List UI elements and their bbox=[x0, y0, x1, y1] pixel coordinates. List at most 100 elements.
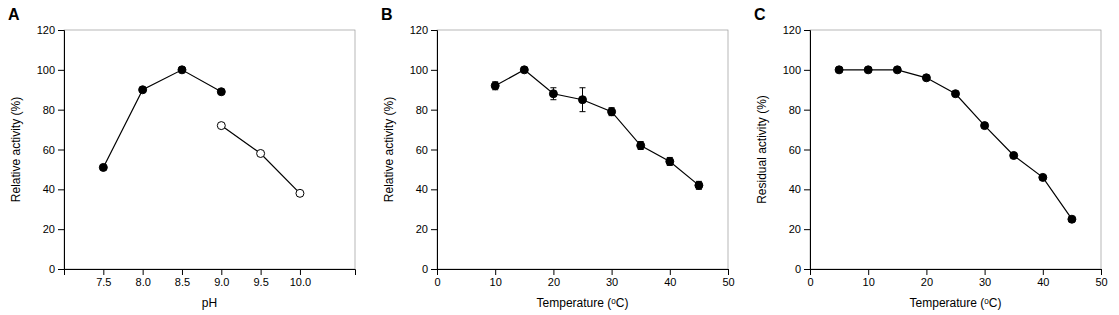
y-axis-tick: 0 bbox=[795, 263, 810, 275]
x-axis-tick-mark bbox=[868, 269, 869, 275]
point bbox=[217, 88, 225, 96]
panel: 7.58.08.59.09.510.0020406080100120pHRela… bbox=[8, 6, 356, 310]
panel-label: C bbox=[754, 6, 766, 23]
x-axis-tick: 10.0 bbox=[290, 269, 311, 288]
point bbox=[549, 90, 557, 98]
chart-root: 7.58.08.59.09.510.0020406080100120pHRela… bbox=[0, 0, 1119, 315]
x-axis: 7.58.08.59.09.510.0 bbox=[65, 269, 356, 288]
y-axis-tick: 40 bbox=[416, 183, 437, 195]
y-axis-tick-mark bbox=[431, 189, 437, 190]
point bbox=[666, 157, 674, 165]
x-axis-tick-mark bbox=[495, 269, 496, 275]
x-axis-tick: 7.5 bbox=[96, 269, 111, 288]
x-axis-title: Temperature (ᵒC) bbox=[910, 296, 1002, 310]
y-axis-tick: 0 bbox=[422, 263, 437, 275]
y-axis-tick-mark bbox=[804, 269, 810, 270]
x-axis-tick: 50 bbox=[722, 269, 734, 288]
y-axis-tick-mark bbox=[431, 150, 437, 151]
point bbox=[491, 82, 499, 90]
x-axis-tick-label: 50 bbox=[1095, 276, 1107, 288]
series-line bbox=[495, 70, 699, 186]
point bbox=[579, 96, 587, 104]
panel-label: A bbox=[8, 6, 20, 23]
x-axis-tick-label: 20 bbox=[921, 276, 933, 288]
plot-area bbox=[491, 66, 703, 190]
x-axis-tick-label: 40 bbox=[664, 276, 676, 288]
points bbox=[217, 122, 304, 198]
x-axis-tick: 8.5 bbox=[175, 269, 190, 288]
y-axis-tick: 40 bbox=[789, 183, 810, 195]
y-axis-tick-mark bbox=[58, 70, 64, 71]
y-axis-tick-label: 120 bbox=[783, 24, 801, 36]
x-axis-tick-mark bbox=[670, 269, 671, 275]
y-axis-title: Relative activity (%) bbox=[9, 97, 23, 202]
y-axis-title: Residual activity (%) bbox=[755, 95, 769, 204]
y-axis-tick-label: 40 bbox=[416, 183, 428, 195]
y-axis-tick-mark bbox=[431, 70, 437, 71]
error-cap bbox=[550, 99, 556, 100]
x-axis-tick-label: 20 bbox=[548, 276, 560, 288]
y-axis-tick: 60 bbox=[416, 144, 437, 156]
point bbox=[139, 86, 147, 94]
x-axis-tick-label: 30 bbox=[606, 276, 618, 288]
x-axis-tick: 9.5 bbox=[253, 269, 268, 288]
y-axis-tick-mark bbox=[58, 30, 64, 31]
plot-area bbox=[99, 66, 304, 197]
y-axis-tick-mark bbox=[431, 30, 437, 31]
x-axis-tick: 0 bbox=[807, 269, 813, 288]
x-axis-tick-mark bbox=[1043, 269, 1044, 275]
y-axis-tick-label: 80 bbox=[416, 104, 428, 116]
panel: 01020304050020406080100120Temperature (ᵒ… bbox=[754, 6, 1108, 310]
point bbox=[981, 122, 989, 130]
x-axis-tick: 8.0 bbox=[136, 269, 151, 288]
x-axis: 01020304050 bbox=[807, 269, 1107, 288]
x-axis-tick-label: 30 bbox=[979, 276, 991, 288]
points bbox=[491, 66, 703, 190]
x-axis-tick-mark bbox=[261, 269, 262, 275]
point bbox=[1068, 215, 1076, 223]
series-line bbox=[839, 70, 1072, 219]
y-axis-tick: 80 bbox=[416, 104, 437, 116]
plot-frame bbox=[437, 30, 728, 269]
x-axis-tick-mark bbox=[221, 269, 222, 275]
y-axis-tick: 20 bbox=[43, 223, 64, 235]
x-axis-tick-mark bbox=[553, 269, 554, 275]
y-axis-tick-mark bbox=[804, 189, 810, 190]
point bbox=[296, 189, 304, 197]
points bbox=[835, 66, 1076, 223]
series-line bbox=[221, 126, 300, 194]
y-axis-tick-label: 40 bbox=[43, 183, 55, 195]
x-axis-tick-label: 40 bbox=[1037, 276, 1049, 288]
y-axis-tick-label: 100 bbox=[783, 64, 801, 76]
plot-frame bbox=[810, 30, 1101, 269]
x-axis-tick-mark bbox=[985, 269, 986, 275]
point bbox=[637, 142, 645, 150]
x-axis-tick-mark bbox=[1101, 269, 1102, 275]
point bbox=[695, 181, 703, 189]
y-axis-tick: 60 bbox=[43, 144, 64, 156]
x-axis-tick-label: 10 bbox=[490, 276, 502, 288]
y-axis-tick-label: 20 bbox=[789, 223, 801, 235]
x-axis-tick-mark bbox=[728, 269, 729, 275]
y-axis-tick: 100 bbox=[37, 64, 64, 76]
y-axis-tick-mark bbox=[58, 150, 64, 151]
error-cap bbox=[550, 87, 556, 88]
y-axis-tick: 120 bbox=[783, 24, 810, 36]
y-axis-tick: 100 bbox=[410, 64, 437, 76]
x-axis-tick: 50 bbox=[1095, 269, 1107, 288]
y-axis-tick-label: 120 bbox=[410, 24, 428, 36]
y-axis-tick: 120 bbox=[37, 24, 64, 36]
x-axis-tick-mark bbox=[182, 269, 183, 275]
error-cap bbox=[580, 87, 586, 88]
point bbox=[1010, 151, 1018, 159]
x-axis-tick-label: 10.0 bbox=[290, 276, 311, 288]
x-axis-tick-mark bbox=[926, 269, 927, 275]
y-axis-tick-mark bbox=[804, 30, 810, 31]
y-axis-tick-mark bbox=[431, 269, 437, 270]
y-axis-line bbox=[804, 31, 811, 270]
x-axis-tick: 40 bbox=[1037, 269, 1049, 288]
x-axis-tick-mark bbox=[143, 269, 144, 275]
x-axis-tick: 0 bbox=[434, 269, 440, 288]
plot-frame bbox=[64, 30, 355, 269]
y-axis-tick-mark bbox=[804, 150, 810, 151]
